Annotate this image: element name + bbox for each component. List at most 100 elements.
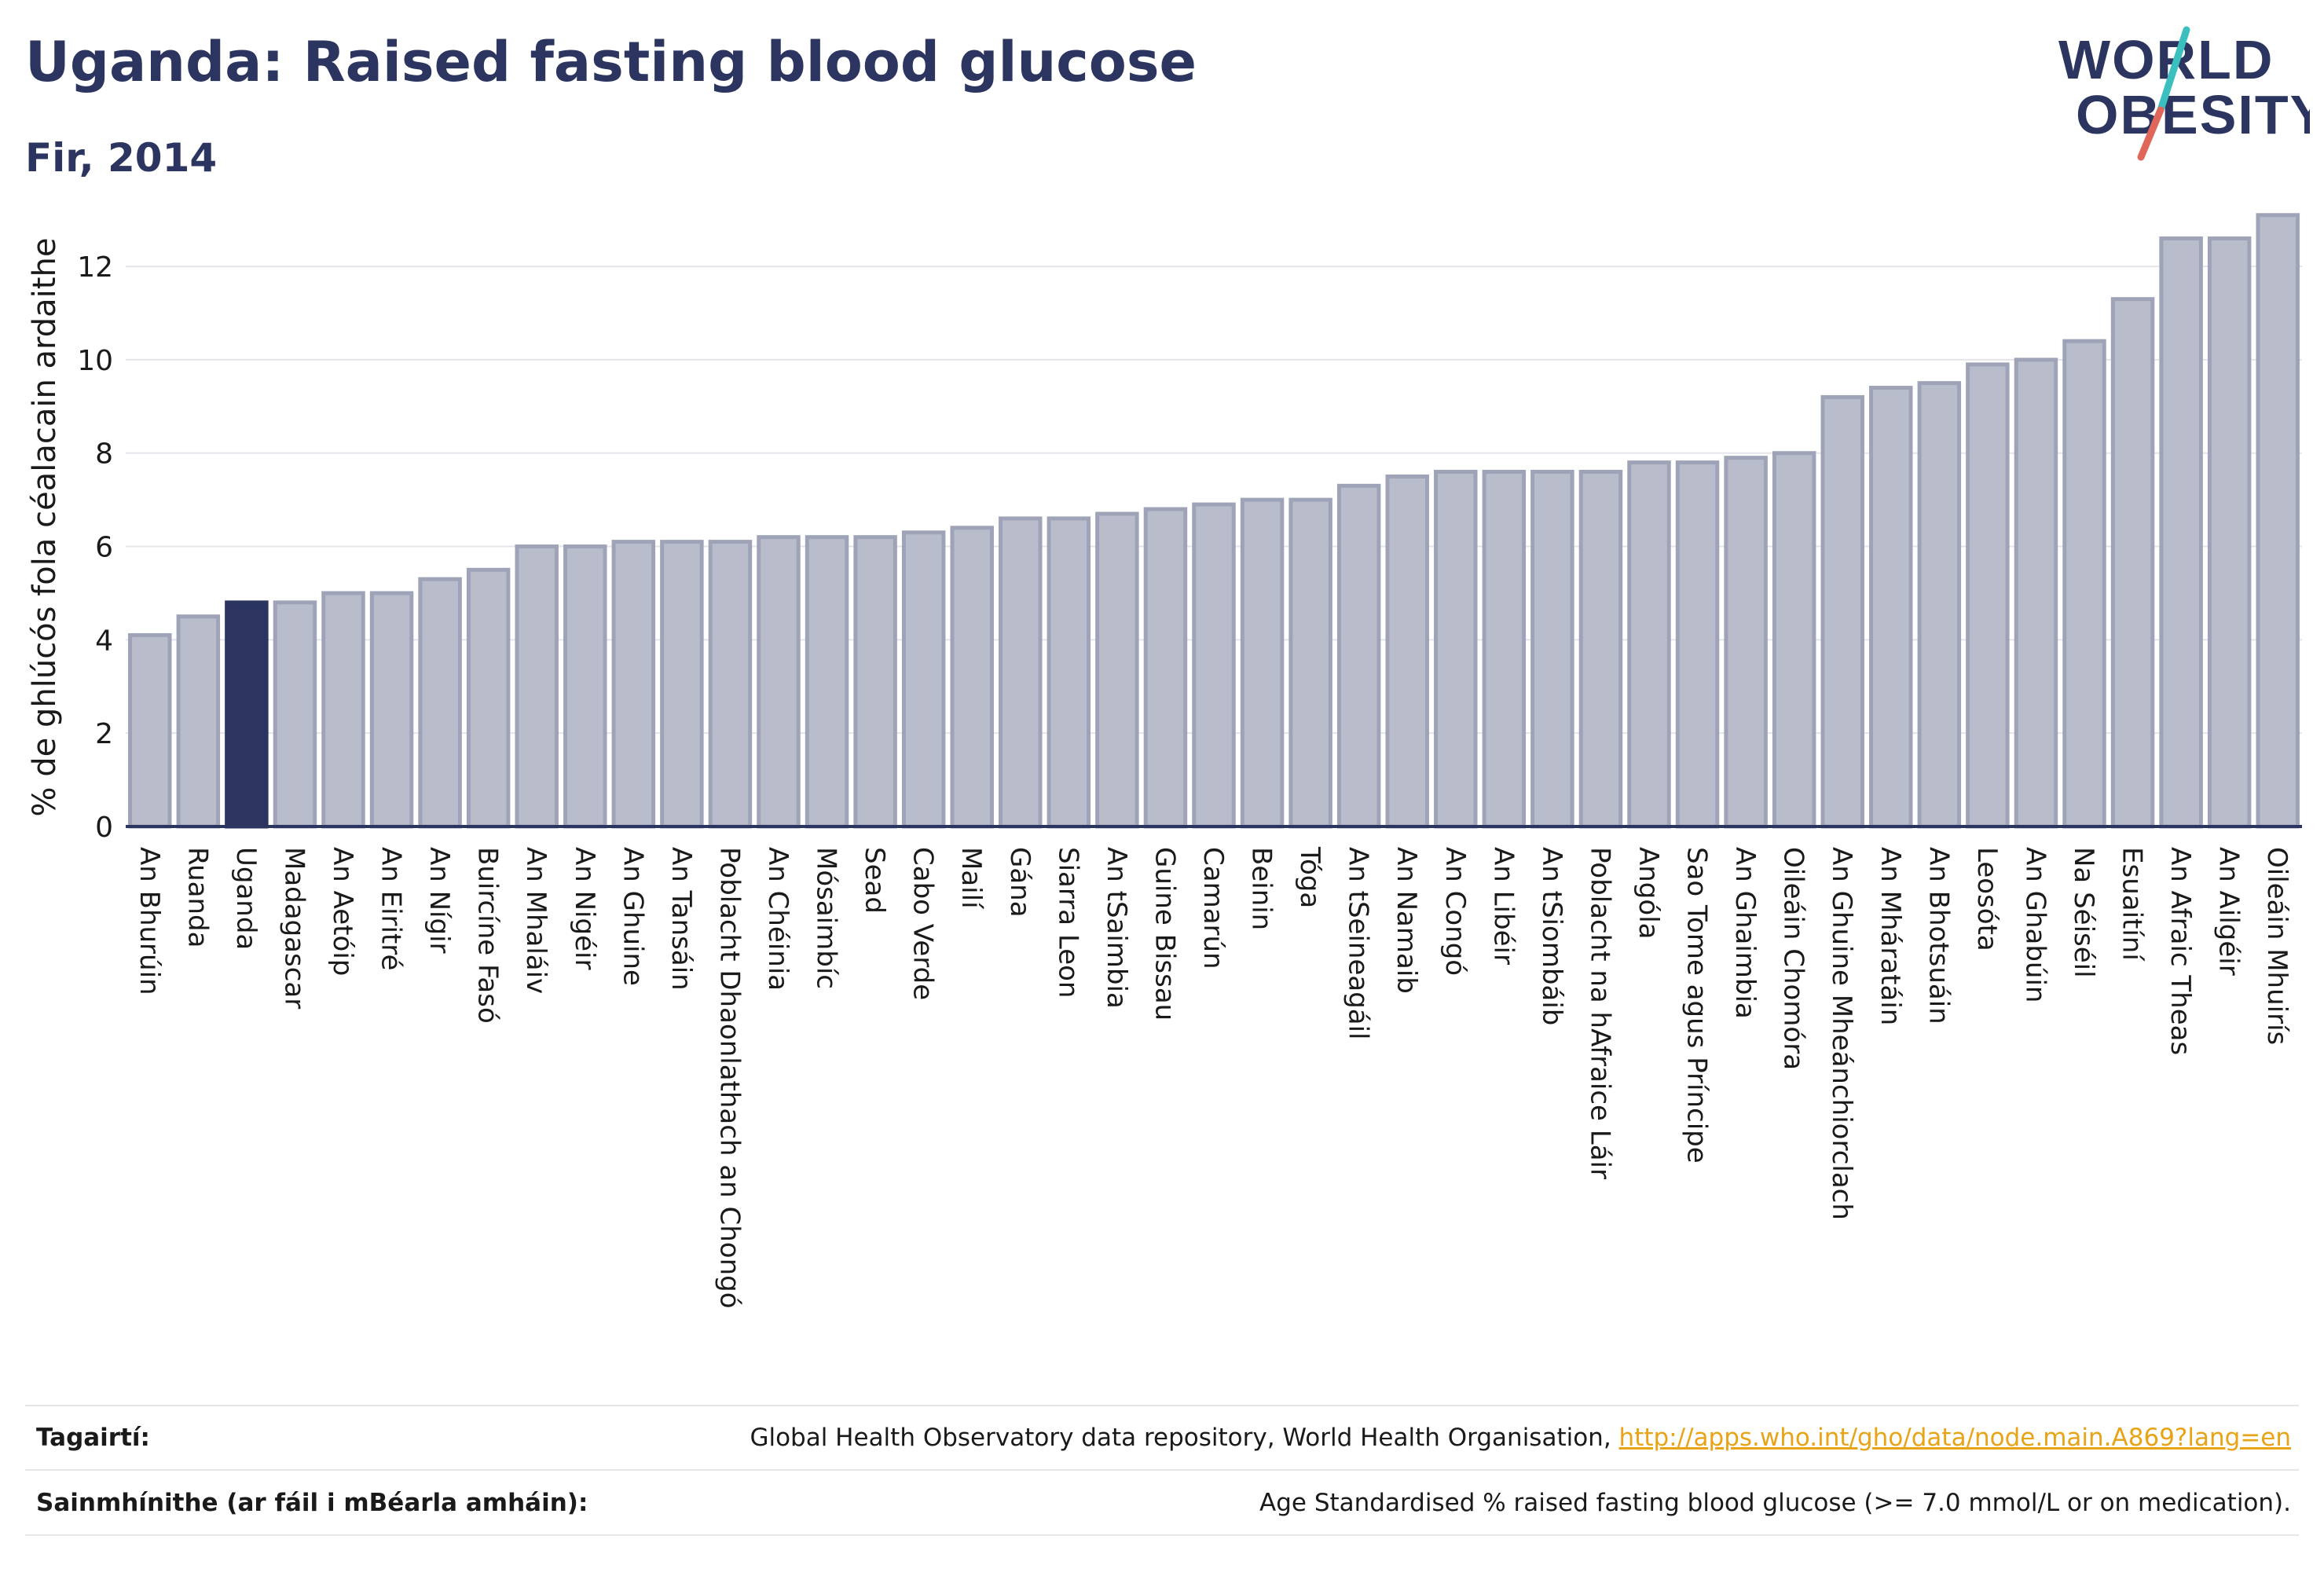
bar xyxy=(273,600,317,829)
bar xyxy=(611,540,656,829)
bar xyxy=(1482,470,1527,829)
x-tick-label: An Libéir xyxy=(1487,847,1519,965)
bar xyxy=(1724,456,1768,829)
y-tick-label: 6 xyxy=(95,532,113,564)
references-text: Global Health Observatory data repositor… xyxy=(750,1424,1619,1452)
bar xyxy=(2110,297,2155,829)
x-tick-label: An Nigéir xyxy=(569,847,600,969)
references-label: Tagairtí: xyxy=(36,1424,150,1452)
x-tick-label: Mósaimbíc xyxy=(811,847,842,989)
x-tick-label: An Afraic Theas xyxy=(2165,847,2196,1055)
bar xyxy=(1095,511,1139,829)
x-tick-label: An Mháratáin xyxy=(1875,847,1906,1025)
x-tick-label: An Tansáin xyxy=(665,847,697,991)
bar xyxy=(1917,381,1962,829)
x-tick-label: Esuaitíní xyxy=(2117,847,2148,962)
x-tick-label: Sead xyxy=(859,847,890,914)
bar xyxy=(1675,460,1720,829)
x-tick-label: Buircíne Fasó xyxy=(472,847,504,1024)
bar xyxy=(176,614,221,829)
chart-subtitle: Fir, 2014 xyxy=(25,135,218,181)
bar xyxy=(1627,460,1671,829)
x-tick-label: An tSiombáib xyxy=(1536,847,1567,1025)
bar xyxy=(2159,236,2203,829)
bar xyxy=(1820,394,1864,829)
bar xyxy=(901,530,946,829)
bar xyxy=(1047,516,1091,829)
y-tick-label: 10 xyxy=(77,345,113,377)
bar xyxy=(1288,497,1332,829)
bar xyxy=(660,540,704,829)
bar xyxy=(1434,470,1478,829)
x-tick-label: Tóga xyxy=(1294,846,1325,908)
bar xyxy=(225,600,269,829)
x-tick-label: Poblacht Dhaonlathach an Chongó xyxy=(713,847,745,1309)
x-tick-label: Poblacht na hAfraice Láir xyxy=(1584,847,1615,1179)
x-tick-label: Sao Tome agus Príncipe xyxy=(1681,847,1713,1164)
bar xyxy=(2062,339,2106,829)
y-axis-label: % de ghlúcós fola céalacain ardaithe xyxy=(27,238,63,817)
references-link[interactable]: http://apps.who.int/gho/data/node.main.A… xyxy=(1618,1424,2291,1452)
bar xyxy=(1240,497,1285,829)
bar xyxy=(950,526,994,829)
definitions-value: Age Standardised % raised fasting blood … xyxy=(1259,1489,2291,1517)
footer-divider-middle xyxy=(25,1469,2299,1471)
bar xyxy=(321,591,365,829)
logo-slash-bottom xyxy=(2137,106,2165,161)
x-tick-label: An Mhaláiv xyxy=(520,847,552,994)
x-tick-label: An Bhotsuáin xyxy=(1923,847,1954,1024)
bar xyxy=(1966,362,2010,829)
x-tick-label: An Eiritré xyxy=(376,847,407,970)
footer-divider-bottom xyxy=(25,1534,2299,1536)
bar xyxy=(2256,213,2300,829)
bar xyxy=(1869,386,1913,829)
logo-line-2: OBESITY xyxy=(2076,84,2310,145)
x-tick-label: An Ghaimbia xyxy=(1729,847,1761,1019)
definitions-label: Sainmhínithe (ar fáil i mBéarla amháin): xyxy=(36,1489,588,1517)
bar-chart: 0 2 4 6 8 10 12 % de ghlúcós fola céalacain ard… xyxy=(27,213,2302,1309)
x-tick-label: An Ghabúin xyxy=(2019,847,2051,1002)
x-tick-label: An Namaib xyxy=(1391,847,1422,994)
bar xyxy=(1530,470,1574,829)
bars-layer xyxy=(128,213,2300,829)
x-tick-label: An Ailgéir xyxy=(2213,847,2245,976)
logo-slash-top xyxy=(2157,26,2190,114)
x-tick-label: Leosóta xyxy=(1971,847,2003,951)
x-tick-label: Mailí xyxy=(955,847,987,910)
references-value: Global Health Observatory data repositor… xyxy=(750,1424,2291,1452)
x-tick-label: An Chéinia xyxy=(762,847,794,991)
x-tick-label: Beinin xyxy=(1246,847,1277,930)
bar xyxy=(1336,483,1381,829)
bar xyxy=(418,577,462,829)
x-tick-label: Siarra Leon xyxy=(1052,847,1083,998)
x-tick-label: Oileáin Mhuirís xyxy=(2261,847,2293,1045)
bar xyxy=(128,632,172,829)
x-tick-label: Camarún xyxy=(1197,847,1229,969)
x-tick-label: Na Séiséil xyxy=(2068,847,2099,978)
logo-line-1: WORLD xyxy=(2058,29,2274,90)
x-tick-label: Angóla xyxy=(1633,847,1664,939)
y-tick-label: 4 xyxy=(95,625,113,657)
x-tick-label: An Nígir xyxy=(423,847,455,954)
x-tick-label: Guine Bissau xyxy=(1149,847,1180,1021)
x-tick-label: An tSeineagáil xyxy=(1343,847,1374,1040)
bar xyxy=(2014,357,2058,829)
x-tick-label: An Ghuine Mheánchiorclach xyxy=(1826,847,1857,1220)
bar xyxy=(369,591,414,829)
bar xyxy=(853,535,897,829)
bar xyxy=(2207,236,2252,829)
labels-layer: 0 2 4 6 8 10 12 % de ghlúcós fola céalacain ard… xyxy=(27,238,2293,1309)
y-tick-label: 2 xyxy=(95,718,113,750)
x-tick-label: Oileáin Chomóra xyxy=(1778,847,1809,1070)
bar xyxy=(805,535,849,829)
y-tick-label: 0 xyxy=(95,812,113,844)
bar xyxy=(999,516,1043,829)
bar xyxy=(515,544,559,829)
x-tick-label: An Bhurúin xyxy=(134,847,165,995)
x-tick-label: An tSaimbia xyxy=(1101,847,1132,1009)
y-tick-label: 8 xyxy=(95,438,113,471)
bar xyxy=(466,567,511,829)
x-tick-label: An Congó xyxy=(1439,847,1471,976)
bar xyxy=(1578,470,1623,829)
world-obesity-logo: WORLD OBESITY xyxy=(2058,26,2310,161)
